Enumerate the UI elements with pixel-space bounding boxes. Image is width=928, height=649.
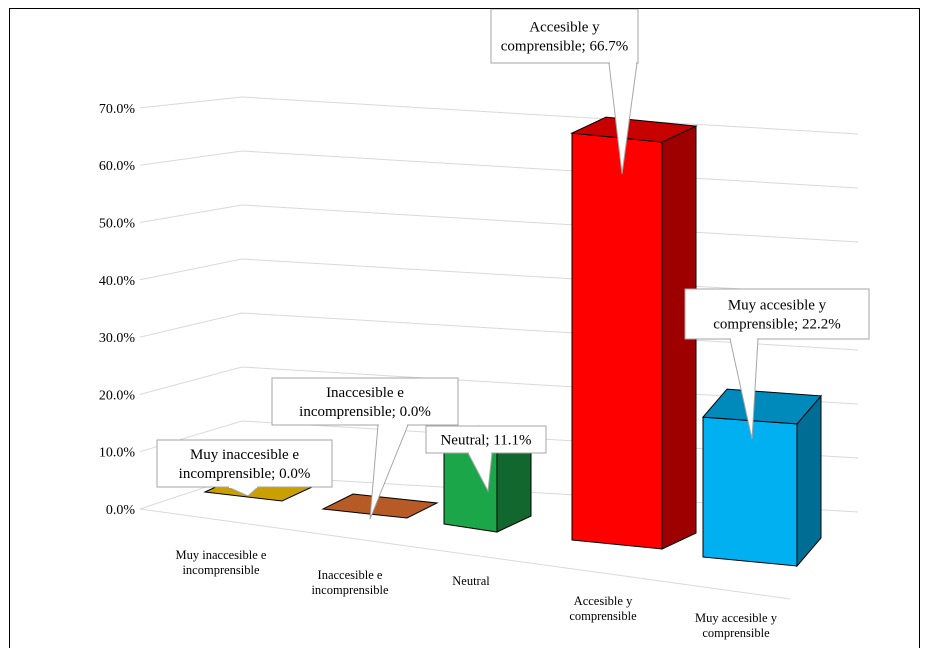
bar-top-face bbox=[321, 493, 439, 519]
data-label: Inaccesible e incomprensible; 0.0% bbox=[299, 385, 431, 420]
y-tick-label: 60.0% bbox=[99, 159, 136, 174]
bar bbox=[321, 493, 439, 519]
data-label-callout: Inaccesible e incomprensible; 0.0% bbox=[271, 377, 459, 520]
data-label-callout: Accesible y comprensible; 66.7% bbox=[490, 9, 639, 175]
chart-frame: 0.0% 10.0% 20.0% 30.0% 40.0% 50.0% 60.0% 70.0% … bbox=[9, 8, 920, 648]
x-tick-label: Inaccesible e incomprensible bbox=[311, 568, 389, 597]
data-label-callout: Muy accesible y comprensible; 22.2% bbox=[684, 288, 870, 440]
x-tick-label: Accesible y comprensible bbox=[569, 594, 637, 623]
data-label: Muy inaccesible e incomprensible; 0.0% bbox=[179, 447, 311, 482]
y-tick-label: 40.0% bbox=[99, 274, 136, 289]
bar bbox=[701, 388, 823, 568]
gridline bbox=[139, 96, 859, 135]
y-tick-label: 70.0% bbox=[99, 102, 136, 117]
bar-front-face bbox=[571, 132, 663, 550]
x-tick-label: Muy accesible y comprensible bbox=[695, 611, 778, 640]
y-tick-label: 10.0% bbox=[99, 446, 136, 461]
x-tick-label: Neutral bbox=[452, 574, 490, 588]
callout-box bbox=[684, 288, 870, 340]
bar-top-face bbox=[701, 388, 823, 425]
bar-chart-3d: 0.0%10.0%20.0%30.0%40.0%50.0%60.0%70.0% … bbox=[99, 9, 870, 640]
data-label: Accesible y comprensible; 66.7% bbox=[501, 20, 628, 55]
bar bbox=[570, 116, 698, 550]
data-label: Neutral; 11.1% bbox=[440, 433, 531, 449]
data-label-callout: Neutral; 11.1% bbox=[425, 425, 547, 493]
gridline bbox=[139, 150, 859, 189]
callout-box bbox=[490, 9, 639, 64]
gridline bbox=[139, 204, 859, 243]
floor-edge bbox=[139, 508, 791, 600]
data-label-callout: Muy inaccesible e incomprensible; 0.0% bbox=[156, 439, 333, 497]
callout-box bbox=[156, 439, 333, 488]
y-tick-label: 50.0% bbox=[99, 217, 136, 232]
callout-box bbox=[271, 377, 459, 426]
bar-front-face bbox=[702, 416, 798, 567]
bar-side-face bbox=[796, 394, 822, 568]
callout-box bbox=[425, 425, 547, 454]
y-tick-label: 0.0% bbox=[106, 503, 136, 518]
x-tick-label: Muy inaccesible e incomprensible bbox=[176, 548, 267, 577]
y-tick-label: 30.0% bbox=[99, 331, 136, 346]
y-tick-label: 20.0% bbox=[99, 388, 136, 403]
data-label: Muy accesible y comprensible; 22.2% bbox=[713, 298, 840, 333]
bar-top-face bbox=[570, 116, 698, 143]
